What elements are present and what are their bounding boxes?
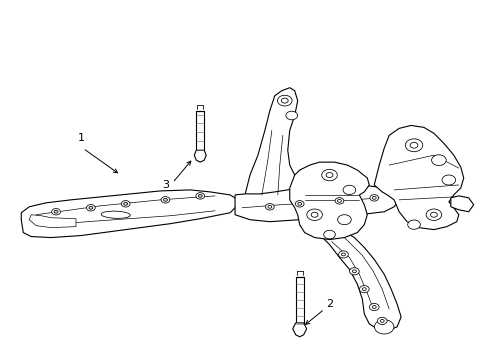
Circle shape — [362, 288, 366, 291]
Circle shape — [405, 139, 422, 152]
Circle shape — [89, 206, 93, 209]
Circle shape — [349, 268, 359, 275]
Polygon shape — [295, 277, 303, 329]
Circle shape — [121, 201, 130, 207]
Polygon shape — [21, 190, 238, 238]
Circle shape — [306, 209, 322, 220]
Circle shape — [341, 253, 345, 256]
Circle shape — [343, 185, 355, 194]
Circle shape — [265, 203, 274, 210]
Circle shape — [374, 320, 393, 334]
Circle shape — [338, 251, 347, 258]
Circle shape — [321, 169, 337, 181]
Circle shape — [380, 319, 384, 322]
Circle shape — [431, 155, 445, 166]
Circle shape — [369, 195, 378, 201]
Circle shape — [334, 198, 343, 204]
Circle shape — [325, 172, 332, 177]
Circle shape — [368, 303, 378, 311]
Circle shape — [429, 212, 436, 217]
Circle shape — [277, 95, 291, 106]
Polygon shape — [289, 162, 368, 239]
Circle shape — [54, 210, 58, 213]
Circle shape — [52, 208, 61, 215]
Circle shape — [285, 111, 297, 120]
Polygon shape — [319, 231, 400, 331]
Circle shape — [407, 220, 420, 229]
Circle shape — [352, 270, 356, 273]
Circle shape — [295, 201, 304, 207]
Circle shape — [441, 175, 455, 185]
Circle shape — [310, 212, 317, 217]
Circle shape — [337, 199, 341, 202]
Circle shape — [377, 317, 386, 324]
Text: 2: 2 — [325, 299, 332, 309]
Circle shape — [337, 215, 350, 225]
Circle shape — [425, 209, 441, 220]
Circle shape — [267, 205, 271, 208]
Circle shape — [163, 198, 167, 201]
Circle shape — [359, 285, 368, 293]
Polygon shape — [450, 196, 473, 212]
Circle shape — [371, 306, 375, 309]
Circle shape — [161, 197, 169, 203]
Text: 3: 3 — [162, 180, 169, 190]
Circle shape — [196, 193, 204, 199]
Polygon shape — [194, 150, 206, 162]
Polygon shape — [29, 215, 76, 228]
Circle shape — [409, 143, 417, 148]
Ellipse shape — [101, 211, 130, 219]
Polygon shape — [196, 111, 204, 155]
Circle shape — [198, 194, 202, 197]
Polygon shape — [244, 88, 299, 202]
Circle shape — [281, 98, 287, 103]
Polygon shape — [373, 125, 463, 230]
Polygon shape — [235, 185, 398, 222]
Circle shape — [86, 204, 95, 211]
Circle shape — [371, 197, 375, 199]
Text: 1: 1 — [77, 133, 84, 143]
Circle shape — [123, 202, 127, 205]
Polygon shape — [292, 323, 306, 337]
Circle shape — [297, 202, 301, 205]
Circle shape — [323, 230, 335, 239]
